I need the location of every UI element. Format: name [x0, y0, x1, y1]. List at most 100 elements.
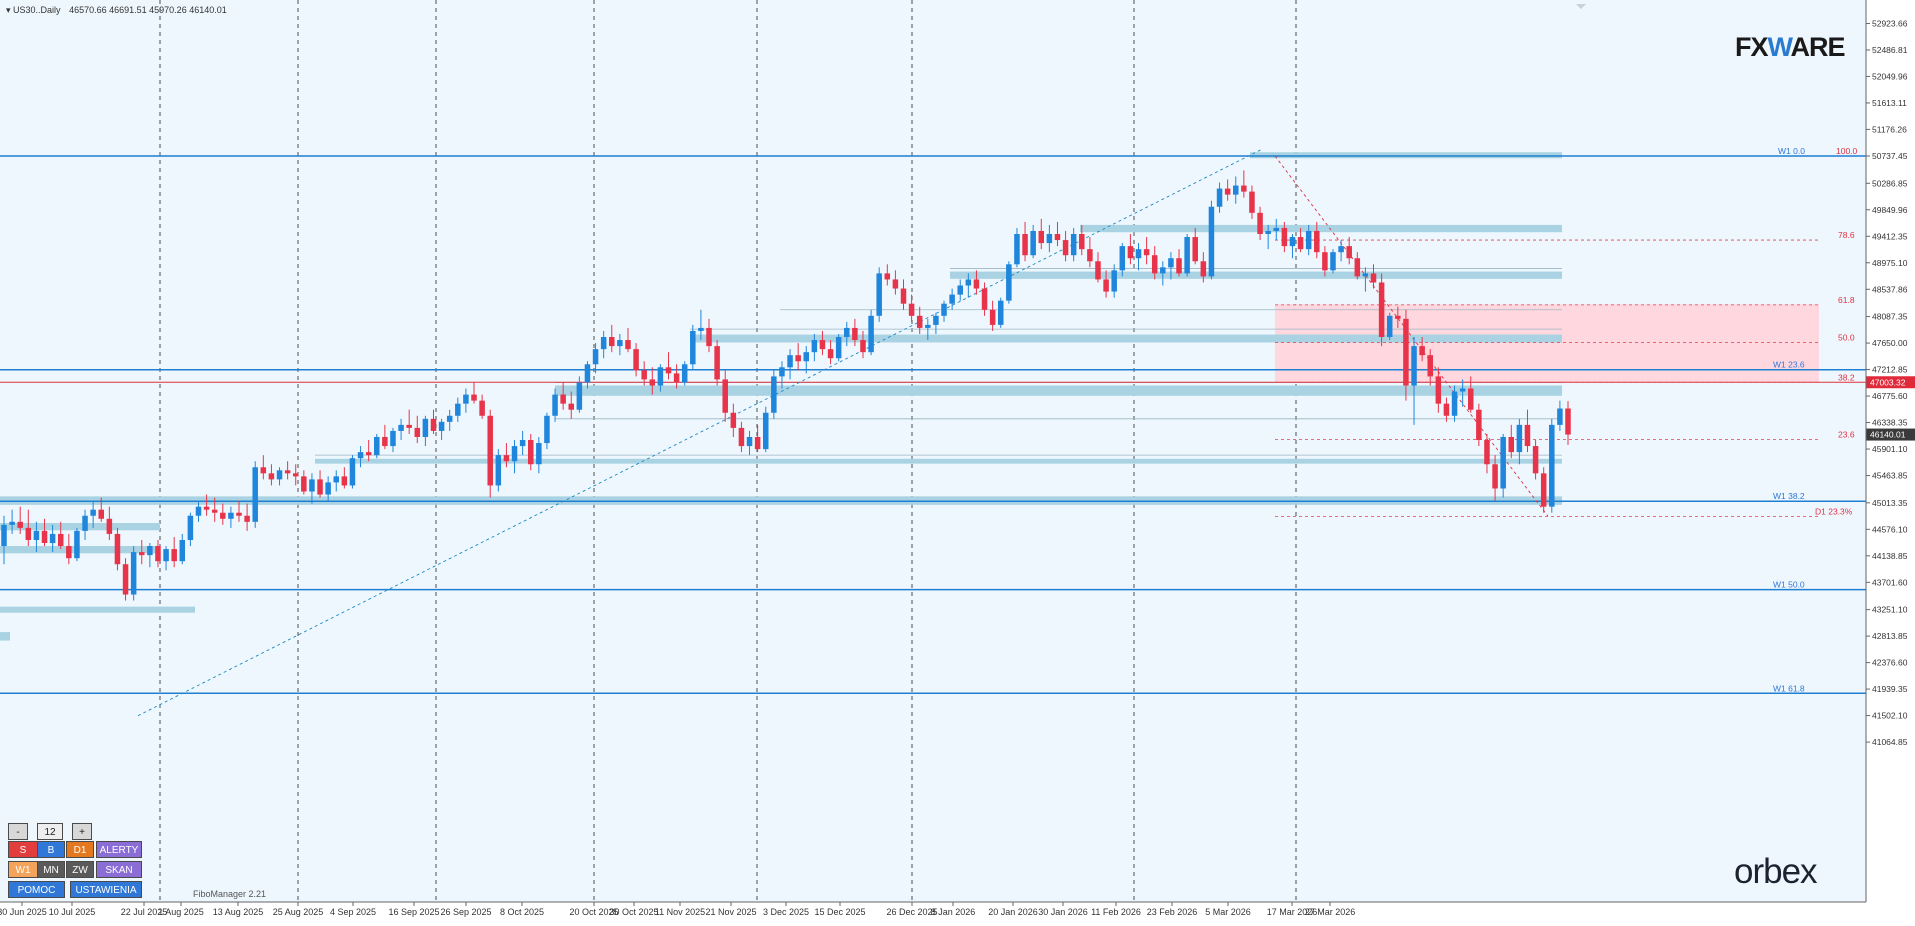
candle-body-32: [260, 467, 267, 474]
candle-body-1: [9, 521, 15, 525]
candle-body-90: [730, 412, 737, 428]
candle-body-149: [1208, 206, 1215, 277]
candle-body-5: [41, 530, 48, 544]
candle-body-92: [746, 436, 753, 447]
candle-body-168: [1362, 273, 1369, 277]
level-label-10: W1 50.0: [1773, 580, 1805, 590]
candle-body-46: [374, 436, 380, 456]
symbol-name: US30..Daily: [13, 5, 61, 15]
candle-body-98: [795, 355, 801, 362]
lot-increase-button[interactable]: +: [72, 823, 92, 840]
candle-body-78: [633, 349, 639, 371]
fxware-logo: FXWARE: [1735, 32, 1846, 63]
candle-body-191: [1549, 424, 1555, 507]
chart-menu-icon[interactable]: ▾: [6, 5, 13, 15]
timeframe-mn-button[interactable]: MN: [37, 861, 65, 878]
price-label-24: 42376.60: [1872, 658, 1908, 668]
candle-body-140: [1135, 249, 1142, 259]
candle-body-132: [1070, 234, 1077, 256]
candle-body-134: [1087, 249, 1093, 262]
candle-body-67: [544, 415, 550, 444]
candle-body-15: [122, 564, 129, 595]
candle-body-113: [916, 315, 923, 328]
price-label-16: 45901.10: [1872, 444, 1908, 454]
candle-body-152: [1232, 185, 1239, 195]
candle-body-126: [1022, 234, 1028, 256]
candle-body-169: [1370, 273, 1377, 283]
vertical-grid: [159, 0, 1297, 902]
timeframe-zw-button[interactable]: ZW: [66, 861, 94, 878]
candle-body-61: [495, 455, 502, 486]
timeframe-d1-button[interactable]: D1: [66, 841, 94, 858]
candle-body-110: [892, 279, 899, 289]
candle-body-56: [455, 403, 461, 416]
candle-body-36: [292, 473, 299, 477]
candle-body-185: [1500, 436, 1506, 489]
candle-body-107: [868, 315, 874, 353]
price-label-8: 49412.35: [1872, 231, 1908, 241]
candle-body-160: [1297, 237, 1304, 250]
price-label-9: 48975.10: [1872, 258, 1908, 268]
buy-button[interactable]: B: [37, 841, 65, 858]
candle-body-174: [1411, 346, 1417, 386]
candle-body-64: [519, 440, 526, 447]
candle-body-190: [1540, 473, 1547, 507]
current-price-text: 46140.01: [1870, 430, 1906, 440]
candle-body-104: [844, 327, 850, 338]
candle-body-19: [155, 546, 161, 562]
candle-body-71: [576, 382, 583, 410]
alerts-button[interactable]: ALERTY: [96, 841, 142, 858]
scan-button[interactable]: SKAN: [96, 861, 142, 878]
candle-body-39: [317, 479, 323, 495]
candle-body-70: [568, 403, 575, 410]
candle-body-112: [908, 303, 915, 316]
level-label-5: W1 23.6: [1773, 360, 1805, 370]
level-label-4: 50.0: [1838, 332, 1855, 342]
time-label-0: 30 Jun 2025: [0, 907, 47, 917]
support-zone-1: [1080, 224, 1562, 233]
price-label-4: 51176.26: [1872, 124, 1907, 134]
lot-decrease-button[interactable]: -: [8, 823, 28, 840]
help-button[interactable]: POMOC: [8, 881, 65, 898]
orbex-logo: orbex: [1734, 852, 1818, 891]
time-axis-background: [0, 902, 1866, 922]
candle-body-121: [981, 288, 988, 310]
candle-body-10: [82, 515, 88, 531]
candle-body-80: [649, 379, 656, 386]
lot-size-field[interactable]: 12: [37, 823, 63, 840]
candle-body-153: [1241, 185, 1247, 192]
timeframe-w1-button[interactable]: W1: [8, 861, 38, 878]
time-label-15: 15 Dec 2025: [814, 907, 865, 917]
candle-body-72: [584, 364, 591, 383]
time-label-6: 4 Sep 2025: [330, 907, 376, 917]
level-label-8: W1 38.2: [1773, 491, 1805, 501]
candle-body-86: [698, 327, 704, 331]
level-label-3: 61.8: [1838, 295, 1855, 305]
candle-body-38: [309, 479, 315, 492]
candle-body-97: [787, 355, 793, 368]
price-label-21: 43701.60: [1872, 577, 1908, 587]
candle-body-99: [803, 352, 810, 362]
candle-body-130: [1054, 234, 1061, 241]
settings-button[interactable]: USTAWIENIA: [70, 881, 142, 898]
candle-body-119: [965, 279, 972, 286]
time-label-17: 8 Jan 2026: [931, 907, 976, 917]
marked-price-text: 47003.32: [1870, 377, 1906, 387]
candle-body-14: [114, 533, 121, 565]
sell-button[interactable]: S: [8, 841, 38, 858]
candle-body-163: [1322, 252, 1328, 271]
candle-body-91: [738, 427, 745, 447]
time-label-24: 27 Mar 2026: [1305, 907, 1356, 917]
candle-body-182: [1476, 409, 1482, 441]
candle-body-12: [98, 509, 104, 519]
price-label-27: 41064.85: [1872, 737, 1908, 747]
candle-body-120: [973, 279, 980, 289]
level-label-1: 100.0: [1836, 146, 1858, 156]
candle-body-193: [1565, 408, 1571, 435]
candle-body-82: [665, 367, 672, 374]
candle-body-44: [357, 452, 364, 459]
candle-body-176: [1427, 355, 1433, 377]
price-label-17: 45463.85: [1872, 471, 1908, 481]
supply-zone: [1275, 304, 1819, 383]
